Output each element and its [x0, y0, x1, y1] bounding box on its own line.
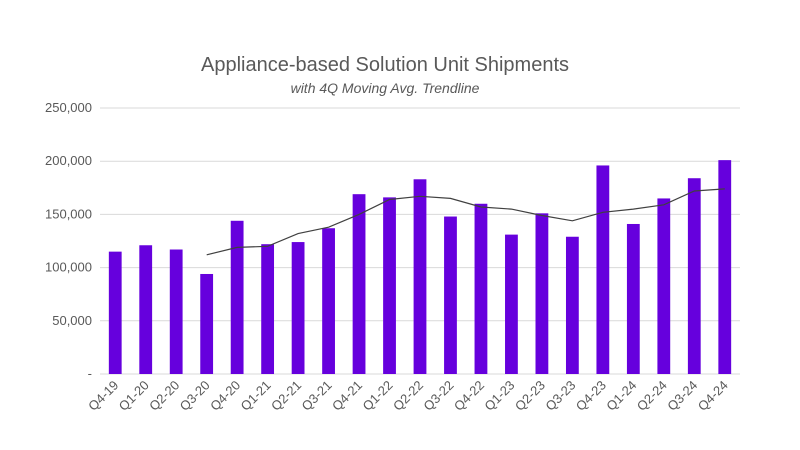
x-tick-label: Q4-19 [85, 378, 121, 414]
x-tick-label: Q3-21 [299, 378, 335, 414]
bar [383, 197, 396, 374]
y-tick-label: 100,000 [45, 260, 92, 275]
moving-average-trendline [206, 188, 725, 256]
bar [230, 220, 244, 374]
y-tick-label: 200,000 [45, 153, 92, 168]
x-tick-label: Q3-22 [420, 378, 456, 414]
bar [687, 178, 701, 374]
bar [108, 251, 122, 374]
trendline-layer [206, 188, 725, 256]
x-tick-label: Q2-20 [146, 378, 182, 414]
x-tick-label: Q1-21 [238, 378, 274, 414]
x-tick-label: Q4-20 [207, 378, 243, 414]
chart-subtitle: with 4Q Moving Avg. Trendline [291, 80, 480, 96]
bar [474, 203, 488, 374]
x-tick-label: Q2-24 [634, 378, 670, 414]
x-tick-label: Q4-21 [329, 378, 365, 414]
bar [535, 213, 549, 374]
bar [444, 216, 457, 374]
x-tick-label: Q4-23 [573, 378, 609, 414]
bar [200, 273, 214, 374]
y-tick-label: 150,000 [45, 206, 92, 221]
x-tick-label: Q1-23 [481, 378, 517, 414]
bar [596, 165, 610, 374]
x-axis-ticks: Q4-19Q1-20Q2-20Q3-20Q4-20Q1-21Q2-21Q3-21… [85, 378, 731, 414]
bar [505, 234, 518, 374]
x-tick-label: Q2-22 [390, 378, 426, 414]
bar [139, 245, 153, 374]
x-tick-label: Q2-21 [268, 378, 304, 414]
bar [657, 198, 671, 374]
bar [261, 244, 275, 374]
bar [352, 194, 366, 374]
y-tick-label: - [88, 366, 92, 381]
x-tick-label: Q3-20 [177, 378, 213, 414]
y-tick-label: 50,000 [52, 313, 92, 328]
x-tick-label: Q3-23 [542, 378, 578, 414]
bar [413, 179, 427, 374]
x-tick-label: Q4-24 [695, 378, 731, 414]
bar [169, 249, 183, 374]
x-tick-label: Q1-24 [603, 378, 639, 414]
x-tick-label: Q1-20 [116, 378, 152, 414]
x-tick-label: Q3-24 [664, 378, 700, 414]
chart-title: Appliance-based Solution Unit Shipments [201, 54, 569, 76]
bar [626, 223, 640, 374]
x-tick-label: Q4-22 [451, 378, 487, 414]
bars [108, 160, 732, 374]
x-tick-label: Q2-23 [512, 378, 548, 414]
y-axis-ticks: - 50,000 100,000 150,000 200,000 250,000 [45, 100, 92, 381]
bar [565, 236, 579, 374]
bar [718, 160, 732, 374]
y-tick-label: 250,000 [45, 100, 92, 115]
bar [291, 242, 305, 374]
x-tick-label: Q1-22 [359, 378, 395, 414]
bar [322, 228, 335, 374]
